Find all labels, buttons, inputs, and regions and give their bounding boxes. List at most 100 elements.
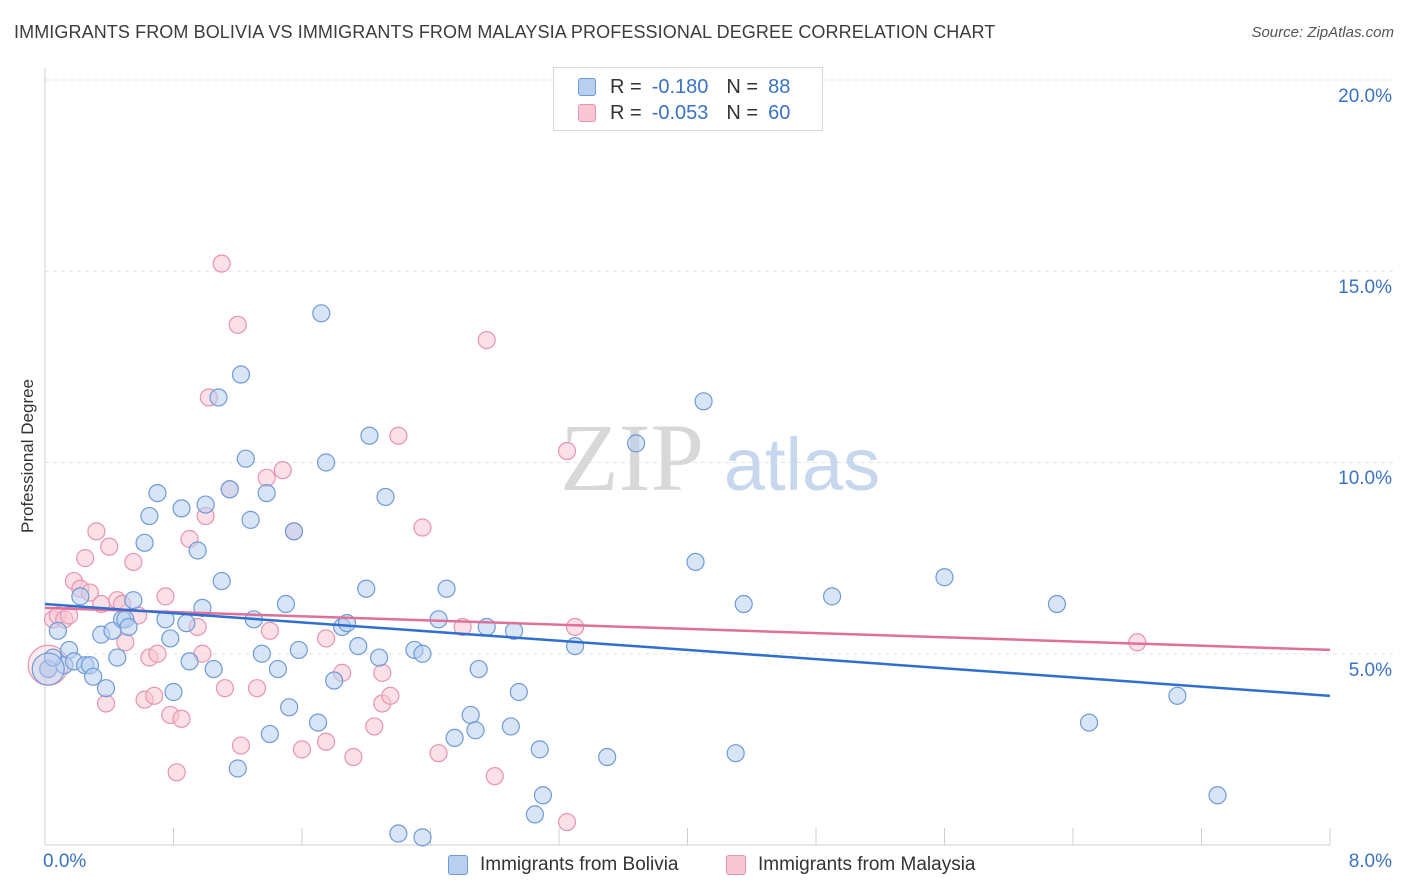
watermark-atlas: atlas — [724, 423, 880, 506]
chart-title: IMMIGRANTS FROM BOLIVIA VS IMMIGRANTS FR… — [14, 22, 996, 42]
bolivia-point — [598, 747, 617, 767]
malaysia-point — [413, 518, 432, 537]
bolivia-point — [360, 426, 379, 445]
bolivia-swatch — [578, 78, 596, 96]
malaysia-point — [365, 717, 384, 736]
bolivia-point — [96, 679, 116, 698]
malaysia-point — [316, 629, 336, 648]
bolivia-point — [734, 594, 753, 614]
malaysia-legend-swatch — [726, 855, 746, 875]
malaysia-point — [373, 663, 392, 682]
bolivia-point — [257, 484, 276, 503]
bolivia-point — [228, 759, 247, 778]
bolivia-point — [325, 671, 344, 690]
bolivia-point — [726, 744, 745, 763]
malaysia-point — [148, 644, 167, 663]
bolivia-point — [565, 636, 585, 656]
y-tick-label: 15.0% — [1338, 277, 1392, 298]
bolivia-point — [1208, 786, 1227, 805]
grid-layer — [45, 79, 1395, 655]
bolivia-point — [437, 579, 456, 598]
bolivia-point — [935, 568, 954, 587]
bolivia-point — [289, 640, 308, 660]
bolivia-point — [413, 828, 432, 847]
malaysia-point — [167, 763, 186, 782]
malaysia-swatch — [578, 104, 596, 122]
bolivia-point — [172, 499, 191, 518]
malaysia-point — [145, 686, 164, 705]
malaysia-point — [96, 694, 116, 713]
legend-row-malaysia: R = -0.053 N = 60 — [578, 100, 790, 126]
bolivia-point — [268, 659, 288, 679]
malaysia-point — [215, 679, 234, 698]
malaysia-point — [231, 736, 251, 755]
bolivia-point — [1168, 686, 1187, 705]
bolivia-point — [370, 648, 389, 667]
bolivia-point — [276, 594, 296, 614]
bolivia-point — [148, 484, 167, 503]
malaysia-point — [389, 426, 408, 445]
bolivia-point — [461, 705, 480, 725]
legend-item-malaysia[interactable]: Immigrants from Malaysia — [726, 852, 976, 878]
r-label: R = — [610, 101, 642, 124]
malaysia-trend-line — [44, 606, 1331, 652]
malaysia-point — [477, 331, 496, 350]
bolivia-point — [312, 304, 331, 323]
x-tick-label-max: 8.0% — [1348, 851, 1392, 872]
bolivia-point — [180, 652, 199, 671]
trend-lines — [44, 602, 1331, 698]
n-label: N = — [726, 101, 759, 124]
bolivia-point — [177, 614, 196, 633]
bolivia-point — [161, 629, 180, 648]
bolivia-cluster-point — [31, 652, 65, 686]
malaysia-point — [260, 621, 279, 640]
malaysia-point — [247, 679, 267, 698]
bolivia-point — [694, 392, 713, 411]
legend-row-bolivia: R = -0.180 N = 88 — [578, 74, 790, 100]
bolivia-point — [686, 552, 705, 572]
malaysia-point — [429, 744, 448, 763]
bolivia-point — [501, 717, 520, 736]
r-value: -0.053 — [651, 101, 709, 124]
legend-item-bolivia[interactable]: Immigrants from Bolivia — [448, 852, 679, 878]
series-legend: Immigrants from Bolivia Immigrants from … — [0, 852, 1406, 878]
bolivia-point — [135, 533, 154, 552]
y-tick-label: 10.0% — [1338, 468, 1392, 489]
bolivia-point — [140, 506, 159, 526]
bolivia-point — [212, 571, 231, 591]
x-tick-label-min: 0.0% — [43, 851, 87, 872]
n-value: 88 — [768, 75, 791, 98]
y-tick-label: 20.0% — [1338, 86, 1392, 107]
r-value: -0.180 — [651, 75, 709, 98]
bolivia-point — [196, 495, 215, 514]
bolivia-point — [445, 728, 464, 748]
bolivia-point — [316, 453, 336, 472]
malaysia-point — [485, 767, 504, 786]
bolivia-point — [124, 591, 143, 610]
malaysia-point — [76, 549, 95, 568]
bolivia-point — [530, 740, 549, 759]
bolivia-point — [84, 667, 103, 686]
bolivia-point — [241, 510, 260, 529]
bolivia-point — [1079, 713, 1099, 732]
bolivia-point — [284, 522, 304, 541]
malaysia-point — [344, 747, 363, 767]
malaysia-point — [381, 686, 400, 705]
bolivia-point — [626, 434, 646, 453]
bolivia-legend-swatch — [448, 855, 468, 875]
y-tick-label: 5.0% — [1348, 660, 1392, 681]
malaysia-point — [273, 461, 292, 480]
legend-label-malaysia: Immigrants from Malaysia — [758, 854, 976, 875]
watermark: ZIP atlas — [560, 404, 880, 511]
bolivia-trend-line — [44, 602, 1331, 698]
malaysia-point — [172, 709, 191, 728]
malaysia-point — [87, 522, 106, 541]
bolivia-point — [236, 449, 255, 468]
n-value: 60 — [768, 101, 791, 124]
bolivia-point — [260, 724, 279, 744]
bolivia-point — [533, 786, 553, 805]
malaysia-point — [565, 617, 585, 637]
malaysia-point — [156, 587, 175, 606]
bolivia-point — [469, 659, 488, 679]
